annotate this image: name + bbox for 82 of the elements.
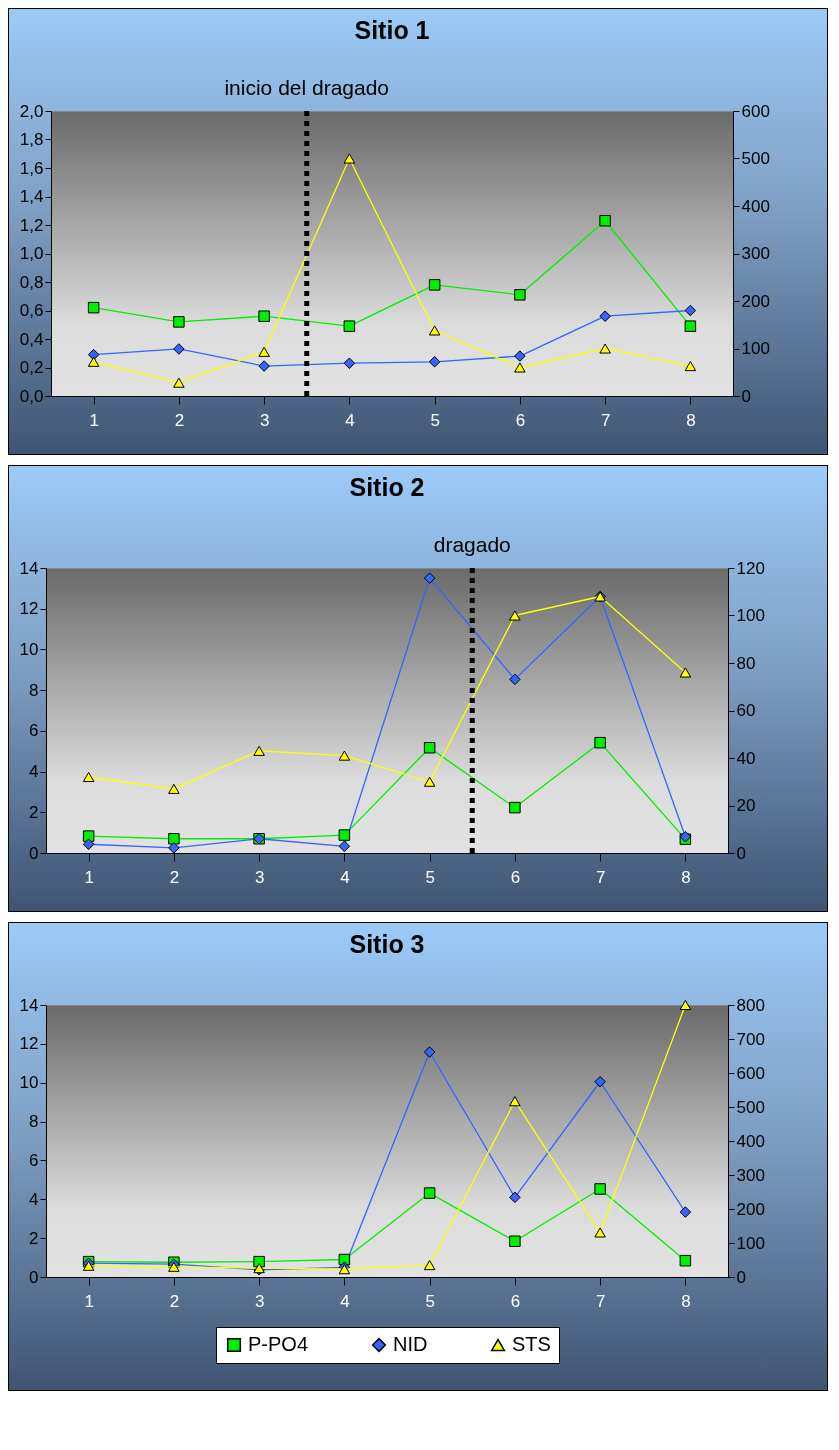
x-tick-label: 7 [600, 410, 611, 430]
x-tick-label: 5 [425, 867, 435, 887]
y2-tick-label: 700 [736, 1029, 765, 1049]
chart-title: Sitio 3 [349, 930, 425, 958]
x-tick-label: 2 [169, 867, 180, 887]
y2-tick-label: 100 [736, 1233, 765, 1253]
y-tick-label: 12 [19, 1034, 39, 1054]
y2-tick-label: 60 [736, 701, 756, 720]
y-tick-label: 1,2 [19, 215, 44, 235]
y2-tick-label: 300 [741, 244, 770, 263]
x-tick-label: 3 [254, 1291, 265, 1311]
y-tick-label: 0 [29, 1267, 39, 1287]
x-tick-label: 6 [510, 867, 521, 887]
y-tick-label: 14 [19, 558, 39, 578]
y2-tick-label: 400 [741, 196, 770, 216]
y-tick-label: 1,0 [19, 244, 44, 263]
y2-tick-label: 200 [736, 1199, 765, 1219]
y-tick-label: 0,2 [19, 358, 44, 377]
y2-tick-label: 200 [741, 291, 770, 311]
x-tick-label: 6 [515, 410, 526, 430]
y-tick-label: 1,4 [19, 187, 44, 206]
x-tick-label: 6 [510, 1291, 521, 1311]
x-tick-label: 2 [174, 410, 185, 430]
y-tick-label: 2,0 [19, 101, 44, 121]
y-tick-label: 2 [29, 802, 39, 822]
x-tick-label: 8 [686, 410, 696, 430]
y2-tick-label: 300 [736, 1165, 765, 1185]
y2-tick-label: 600 [736, 1063, 765, 1083]
y2-tick-label: 0 [736, 843, 746, 863]
x-tick-label: 4 [340, 1291, 350, 1311]
y2-tick-label: 40 [736, 748, 756, 768]
y-tick-label: 4 [29, 1189, 39, 1209]
x-tick-label: 1 [84, 1291, 94, 1311]
y2-tick-label: 100 [741, 339, 770, 358]
ref-line-label: dragado [433, 533, 511, 556]
x-tick-label: 2 [169, 1291, 180, 1311]
y-tick-label: 0,0 [19, 386, 44, 406]
legend-label: STS [512, 1333, 551, 1355]
y-tick-label: 12 [19, 599, 39, 619]
y-tick-label: 0,4 [19, 329, 44, 349]
y-tick-label: 4 [29, 762, 39, 782]
y2-tick-label: 100 [736, 606, 765, 625]
y2-tick-label: 500 [736, 1097, 765, 1117]
x-tick-label: 4 [340, 867, 350, 887]
y2-tick-label: 600 [741, 101, 770, 121]
legend-label: NID [393, 1333, 428, 1355]
x-tick-label: 3 [254, 867, 265, 887]
y-tick-label: 14 [19, 995, 39, 1015]
y-tick-label: 1,6 [19, 158, 44, 178]
y2-tick-label: 0 [736, 1267, 746, 1287]
y-tick-label: 0,8 [19, 272, 44, 292]
y-tick-label: 1,8 [19, 130, 44, 149]
y-tick-label: 0,6 [19, 301, 44, 320]
x-tick-label: 1 [89, 410, 99, 430]
legend-label: P-PO4 [248, 1333, 309, 1355]
y2-tick-label: 400 [736, 1131, 765, 1151]
x-tick-label: 5 [430, 410, 440, 430]
y-tick-label: 8 [29, 680, 39, 700]
x-tick-label: 8 [681, 1291, 691, 1311]
y2-tick-label: 120 [736, 558, 765, 578]
y-tick-label: 2 [29, 1228, 39, 1248]
y-tick-label: 8 [29, 1112, 39, 1132]
ref-line-label: inicio del dragado [224, 76, 390, 99]
chart-title: Sitio 2 [349, 473, 425, 501]
y-tick-label: 6 [29, 721, 39, 741]
y-tick-label: 10 [19, 1073, 39, 1093]
chart-title: Sitio 1 [354, 16, 430, 44]
y2-tick-label: 0 [741, 386, 751, 406]
y2-tick-label: 20 [736, 796, 756, 815]
y-tick-label: 10 [19, 639, 39, 659]
y2-tick-label: 800 [736, 995, 765, 1015]
x-tick-label: 7 [595, 1291, 606, 1311]
x-tick-label: 8 [681, 867, 691, 887]
y-tick-label: 6 [29, 1150, 39, 1170]
y2-tick-label: 500 [741, 149, 770, 168]
x-tick-label: 5 [425, 1291, 435, 1311]
y2-tick-label: 80 [736, 653, 756, 673]
x-tick-label: 4 [345, 410, 355, 430]
y-tick-label: 0 [29, 843, 39, 863]
x-tick-label: 3 [259, 410, 270, 430]
x-tick-label: 1 [84, 867, 94, 887]
x-tick-label: 7 [595, 867, 606, 887]
